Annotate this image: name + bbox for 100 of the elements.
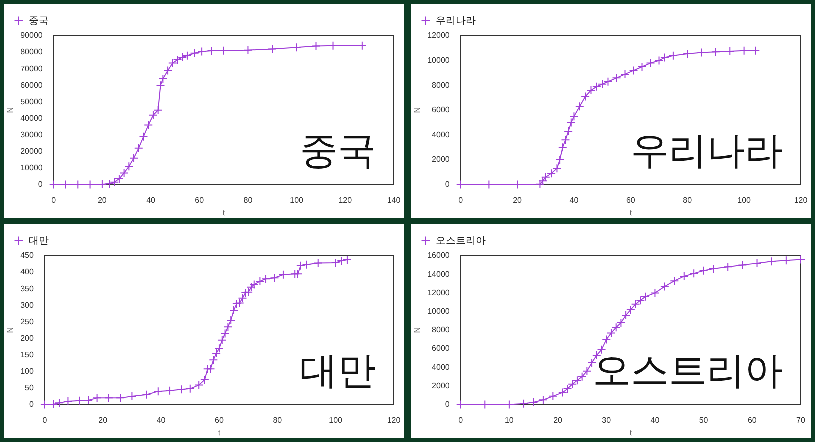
y-tick-label: 14000: [428, 270, 450, 279]
point: [294, 270, 303, 279]
point: [612, 323, 621, 332]
y-axis-title: N: [6, 327, 16, 334]
point: [504, 400, 514, 410]
point: [738, 260, 748, 270]
point: [620, 70, 630, 79]
point: [578, 372, 587, 382]
point: [604, 77, 613, 86]
point: [767, 257, 776, 266]
point: [98, 180, 107, 189]
point: [130, 154, 139, 163]
point: [680, 272, 689, 281]
x-tick-label: 100: [290, 196, 304, 205]
point: [61, 180, 70, 190]
y-tick-label: 0: [445, 400, 450, 410]
y-tick-label: 60000: [20, 80, 44, 90]
point: [331, 258, 340, 268]
x-tick-label: 100: [329, 416, 344, 425]
point: [622, 311, 631, 320]
point: [616, 318, 626, 328]
point: [538, 176, 548, 186]
x-tick-label: 80: [273, 416, 283, 425]
point: [641, 292, 650, 302]
point: [606, 328, 616, 338]
legend-label: 오스트리아: [436, 236, 486, 247]
point: [538, 396, 548, 405]
point: [328, 41, 338, 50]
legend-label: 대만: [29, 236, 49, 247]
legend-label: 중국: [29, 16, 49, 27]
point: [536, 180, 545, 189]
x-tick-label: 20: [98, 416, 108, 425]
point: [740, 46, 749, 56]
point: [40, 400, 50, 410]
y-tick-label: 10000: [428, 56, 450, 66]
point: [314, 258, 323, 268]
x-tick-label: 80: [244, 196, 254, 205]
point: [582, 366, 592, 376]
y-tick-label: 80000: [20, 48, 44, 57]
point: [120, 168, 129, 178]
point: [296, 261, 306, 270]
y-tick-label: 2000: [432, 381, 450, 390]
point: [581, 92, 590, 102]
legend-label: 우리나라: [436, 16, 476, 27]
point: [782, 256, 791, 266]
y-tick-label: 200: [20, 334, 34, 343]
point: [156, 81, 166, 90]
x-tick-label: 120: [338, 196, 353, 205]
point: [751, 46, 760, 56]
point: [158, 74, 168, 84]
x-tick-label: 60: [626, 196, 636, 205]
point: [177, 385, 186, 394]
point: [292, 43, 302, 52]
annotation: 오스트리아: [593, 348, 783, 393]
point: [690, 269, 699, 278]
point: [154, 106, 163, 115]
point: [139, 132, 148, 142]
x-tick-label: 0: [52, 196, 57, 205]
x-tick-label: 20: [513, 196, 523, 205]
point: [563, 384, 572, 394]
point: [75, 396, 84, 406]
point: [194, 380, 204, 390]
y-axis-title: N: [413, 327, 422, 334]
point: [134, 144, 144, 153]
point: [726, 47, 735, 56]
y-tick-label: 50: [25, 383, 34, 392]
y-tick-label: 4000: [432, 130, 450, 140]
point: [148, 110, 158, 120]
x-tick-label: 120: [387, 416, 402, 425]
x-tick-label: 120: [794, 196, 808, 205]
point: [796, 255, 806, 264]
point: [312, 42, 321, 51]
x-tick-label: 70: [796, 416, 806, 425]
point: [54, 398, 64, 408]
point: [142, 390, 152, 400]
y-tick-label: 40000: [20, 114, 44, 123]
point: [629, 66, 638, 76]
point: [104, 394, 114, 403]
point: [268, 44, 278, 54]
point: [168, 58, 178, 68]
point: [670, 276, 680, 286]
x-tick-label: 50: [699, 416, 709, 425]
point: [128, 392, 137, 402]
point: [752, 258, 762, 268]
point: [570, 112, 579, 122]
x-axis-title: t: [222, 208, 226, 218]
y-tick-label: 6000: [432, 344, 450, 354]
y-tick-label: 12000: [428, 31, 450, 40]
x-tick-label: 10: [504, 416, 514, 425]
x-tick-label: 80: [683, 196, 693, 205]
point: [697, 48, 706, 58]
point: [110, 178, 120, 187]
point: [480, 400, 490, 410]
point: [250, 280, 259, 290]
x-tick-label: 60: [195, 196, 205, 205]
y-tick-label: 150: [20, 350, 34, 360]
y-tick-label: 30000: [20, 130, 44, 140]
point: [724, 262, 733, 272]
point: [84, 396, 94, 405]
y-tick-label: 400: [20, 268, 34, 277]
